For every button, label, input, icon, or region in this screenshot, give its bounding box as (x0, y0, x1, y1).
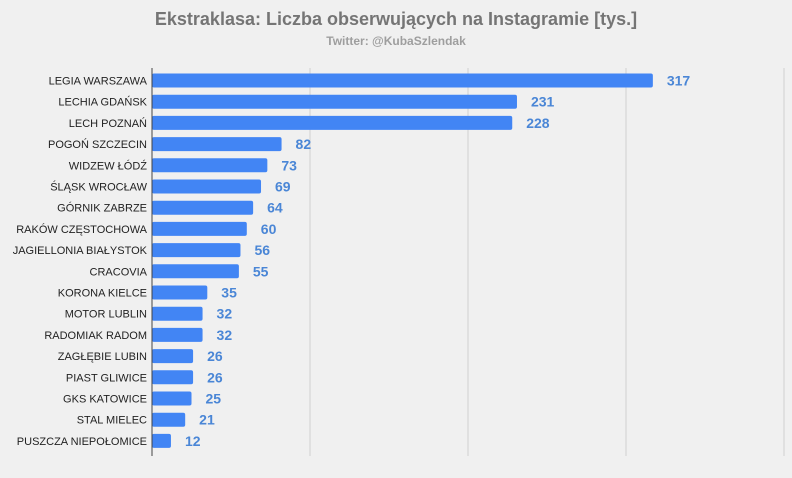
bar (152, 285, 208, 300)
value-label: 21 (199, 412, 215, 428)
bar (152, 115, 513, 130)
value-label: 82 (296, 136, 312, 152)
bar (152, 433, 171, 448)
value-label: 12 (185, 433, 201, 449)
category-label: RAKÓW CZĘSTOCHOWA (16, 223, 147, 236)
category-label: GÓRNIK ZABRZE (57, 202, 147, 215)
bar (152, 391, 192, 406)
value-label: 317 (667, 73, 691, 89)
value-label: 64 (267, 200, 283, 216)
category-label: JAGIELLONIA BIAŁYSTOK (13, 245, 148, 257)
category-label: WIDZEW ŁÓDŹ (69, 159, 147, 172)
bar (152, 264, 239, 279)
value-label: 35 (221, 285, 237, 301)
category-label: KORONA KIELCE (58, 288, 147, 300)
category-label: GKS KATOWICE (63, 394, 147, 406)
bar (152, 412, 186, 427)
bar (152, 137, 282, 152)
bar (152, 221, 247, 236)
value-label: 228 (526, 115, 550, 131)
value-label: 56 (254, 242, 270, 258)
bar (152, 179, 262, 194)
category-label: STAL MIELEC (77, 415, 147, 427)
category-label: LECHIA GDAŃSK (58, 96, 147, 109)
category-label: CRACOVIA (90, 266, 148, 278)
value-label: 69 (275, 179, 291, 195)
value-label: 55 (253, 263, 269, 279)
bar (152, 243, 241, 258)
category-label: ŚLĄSK WROCŁAW (50, 181, 147, 194)
bar (152, 94, 517, 109)
value-label: 26 (207, 369, 223, 385)
chart-title: Ekstraklasa: Liczba obserwujących na Ins… (154, 9, 638, 29)
bar (152, 327, 203, 342)
value-label: 25 (206, 391, 222, 407)
value-label: 73 (281, 157, 297, 173)
category-label: PIAST GLIWICE (66, 372, 147, 384)
category-label: POGOŃ SZCZECIN (48, 138, 147, 151)
category-label: LECH POZNAŃ (69, 117, 147, 130)
value-label: 32 (217, 306, 233, 322)
category-label: MOTOR LUBLIN (65, 309, 147, 321)
value-label: 60 (261, 221, 277, 237)
category-label: PUSZCZA NIEPOŁOMICE (17, 436, 147, 448)
value-label: 231 (531, 94, 555, 110)
bar (152, 349, 194, 364)
bar (152, 306, 203, 321)
bar (152, 73, 653, 88)
category-label: ZAGŁĘBIE LUBIN (58, 351, 147, 363)
bar (152, 158, 268, 173)
value-label: 26 (207, 348, 223, 364)
bar (152, 200, 254, 215)
value-label: 32 (217, 327, 233, 343)
category-label: LEGIA WARSZAWA (49, 76, 148, 88)
bar (152, 370, 194, 385)
category-label: RADOMIAK RADOM (44, 330, 147, 342)
chart-subtitle: Twitter: @KubaSzlendak (326, 34, 466, 48)
